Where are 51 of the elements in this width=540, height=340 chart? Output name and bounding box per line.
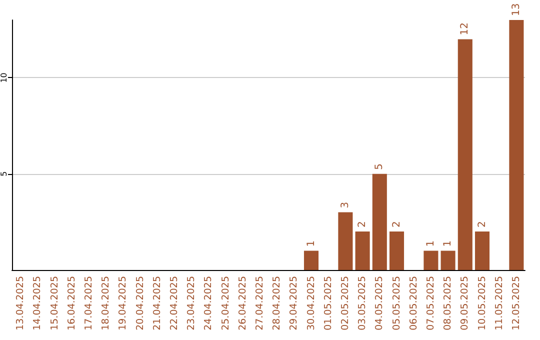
x-tick-label: 04.05.2025 (374, 276, 386, 330)
bar (424, 250, 438, 270)
x-tick-label: 24.04.2025 (203, 276, 214, 330)
x-tick-label: 16.04.2025 (66, 276, 78, 330)
bar (304, 250, 319, 270)
x-tick-label: 20.04.2025 (134, 276, 146, 330)
x-tick-label: 14.04.2025 (32, 276, 44, 330)
bar (458, 39, 472, 270)
x-tick-label: 10.05.2025 (476, 276, 488, 330)
x-tick-label: 23.04.2025 (186, 276, 198, 330)
x-tick-label: 27.04.2025 (254, 276, 266, 330)
x-tick-label: 03.05.2025 (357, 276, 368, 330)
x-tick-label: 01.05.2025 (322, 276, 334, 330)
data-label: 3 (340, 202, 351, 208)
x-tick-label: 21.04.2025 (152, 276, 163, 330)
x-tick-label: 22.04.2025 (168, 276, 180, 330)
bar (474, 232, 490, 270)
bar (355, 232, 370, 270)
x-tick-label: 13.04.2025 (15, 276, 26, 330)
x-tick-label: 09.05.2025 (460, 276, 471, 330)
bar (509, 20, 524, 270)
x-tick-label: 08.05.2025 (442, 276, 454, 330)
data-label: 1 (442, 240, 454, 247)
bar (389, 232, 404, 270)
x-tick-label: 07.05.2025 (425, 276, 436, 330)
x-tick-label: 30.04.2025 (306, 276, 317, 330)
data-label: 2 (476, 221, 488, 228)
x-tick-label: 19.04.2025 (118, 276, 129, 330)
x-tick-label: 28.04.2025 (272, 276, 283, 330)
data-label: 12 (460, 22, 471, 36)
data-label: 2 (391, 221, 402, 228)
x-tick-label: 15.04.2025 (49, 276, 60, 330)
data-label: 1 (425, 240, 436, 247)
data-label: 13 (510, 3, 522, 16)
bar (440, 250, 456, 270)
x-tick-label: 05.05.2025 (391, 276, 402, 330)
x-tick-label: 18.04.2025 (100, 276, 112, 330)
x-tick-label: 06.05.2025 (408, 276, 420, 330)
bar (338, 212, 353, 270)
x-tick-label: 11.05.2025 (494, 276, 505, 330)
x-tick-label: 12.05.2025 (510, 276, 522, 330)
x-tick-label: 02.05.2025 (340, 276, 351, 330)
x-tick-label: 17.04.2025 (83, 276, 94, 330)
data-label: 1 (306, 240, 317, 247)
x-tick-label: 25.04.2025 (220, 276, 232, 330)
y-tick-label: 10 (0, 72, 8, 83)
data-label: 2 (357, 221, 368, 228)
x-tick-label: 26.04.2025 (237, 276, 248, 330)
bar (372, 174, 387, 270)
x-tick-label: 29.04.2025 (288, 276, 300, 330)
data-label: 5 (374, 163, 386, 170)
